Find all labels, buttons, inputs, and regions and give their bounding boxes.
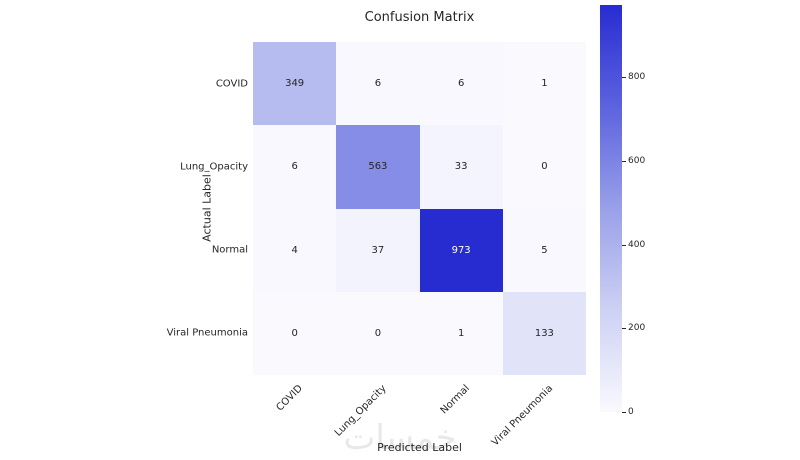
heatmap-cell: 349 — [253, 42, 337, 126]
y-axis-label: Actual Label — [200, 174, 214, 242]
heatmap-cell: 1 — [502, 42, 586, 126]
heatmap-cell: 0 — [253, 291, 337, 375]
colorbar-tick-label: 0 — [628, 407, 634, 417]
heatmap-cell: 4 — [253, 208, 337, 292]
colorbar-tick-label: 600 — [628, 156, 646, 167]
y-tick-label: Lung_Opacity — [180, 161, 248, 173]
heatmap-cell: 0 — [336, 291, 420, 375]
heatmap-cell: 133 — [502, 291, 586, 375]
colorbar-tick-mark — [622, 412, 626, 413]
x-tick-label: COVID — [274, 383, 306, 414]
colorbar — [600, 5, 622, 412]
heatmap-cell: 1 — [419, 291, 503, 375]
chart-title: Confusion Matrix — [364, 10, 475, 25]
heatmap-cell: 973 — [419, 208, 503, 292]
colorbar-tick-mark — [622, 77, 626, 79]
heatmap-cell: 6 — [336, 42, 420, 126]
heatmap-cell: 33 — [419, 125, 503, 209]
heatmap-cell: 5 — [502, 208, 586, 292]
heatmap-grid: 349 6 6 1 6 563 33 0 4 37 973 5 0 0 1 133 — [253, 42, 586, 375]
heatmap-cell: 563 — [336, 125, 420, 209]
x-tick-label: Normal — [438, 383, 472, 417]
colorbar-tick-mark — [622, 244, 626, 246]
heatmap-cell: 37 — [336, 208, 420, 292]
heatmap-cell: 6 — [253, 125, 337, 209]
y-tick-label: Viral Pneumonia — [166, 327, 248, 339]
colorbar-tick-mark — [622, 161, 626, 163]
y-tick-label: COVID — [215, 78, 248, 90]
colorbar-tick-label: 800 — [628, 72, 646, 83]
colorbar-tick-mark — [622, 328, 626, 330]
heatmap-cell: 0 — [502, 125, 586, 209]
x-tick-label: Lung_Opacity — [332, 383, 389, 439]
x-tick-label: Viral Pneumonia — [489, 383, 556, 449]
x-axis-label: Predicted Label — [377, 441, 462, 454]
colorbar-tick-label: 400 — [628, 239, 646, 250]
y-tick-label: Normal — [211, 244, 248, 256]
heatmap-cell: 6 — [419, 42, 503, 126]
colorbar-tick-label: 200 — [628, 323, 646, 334]
